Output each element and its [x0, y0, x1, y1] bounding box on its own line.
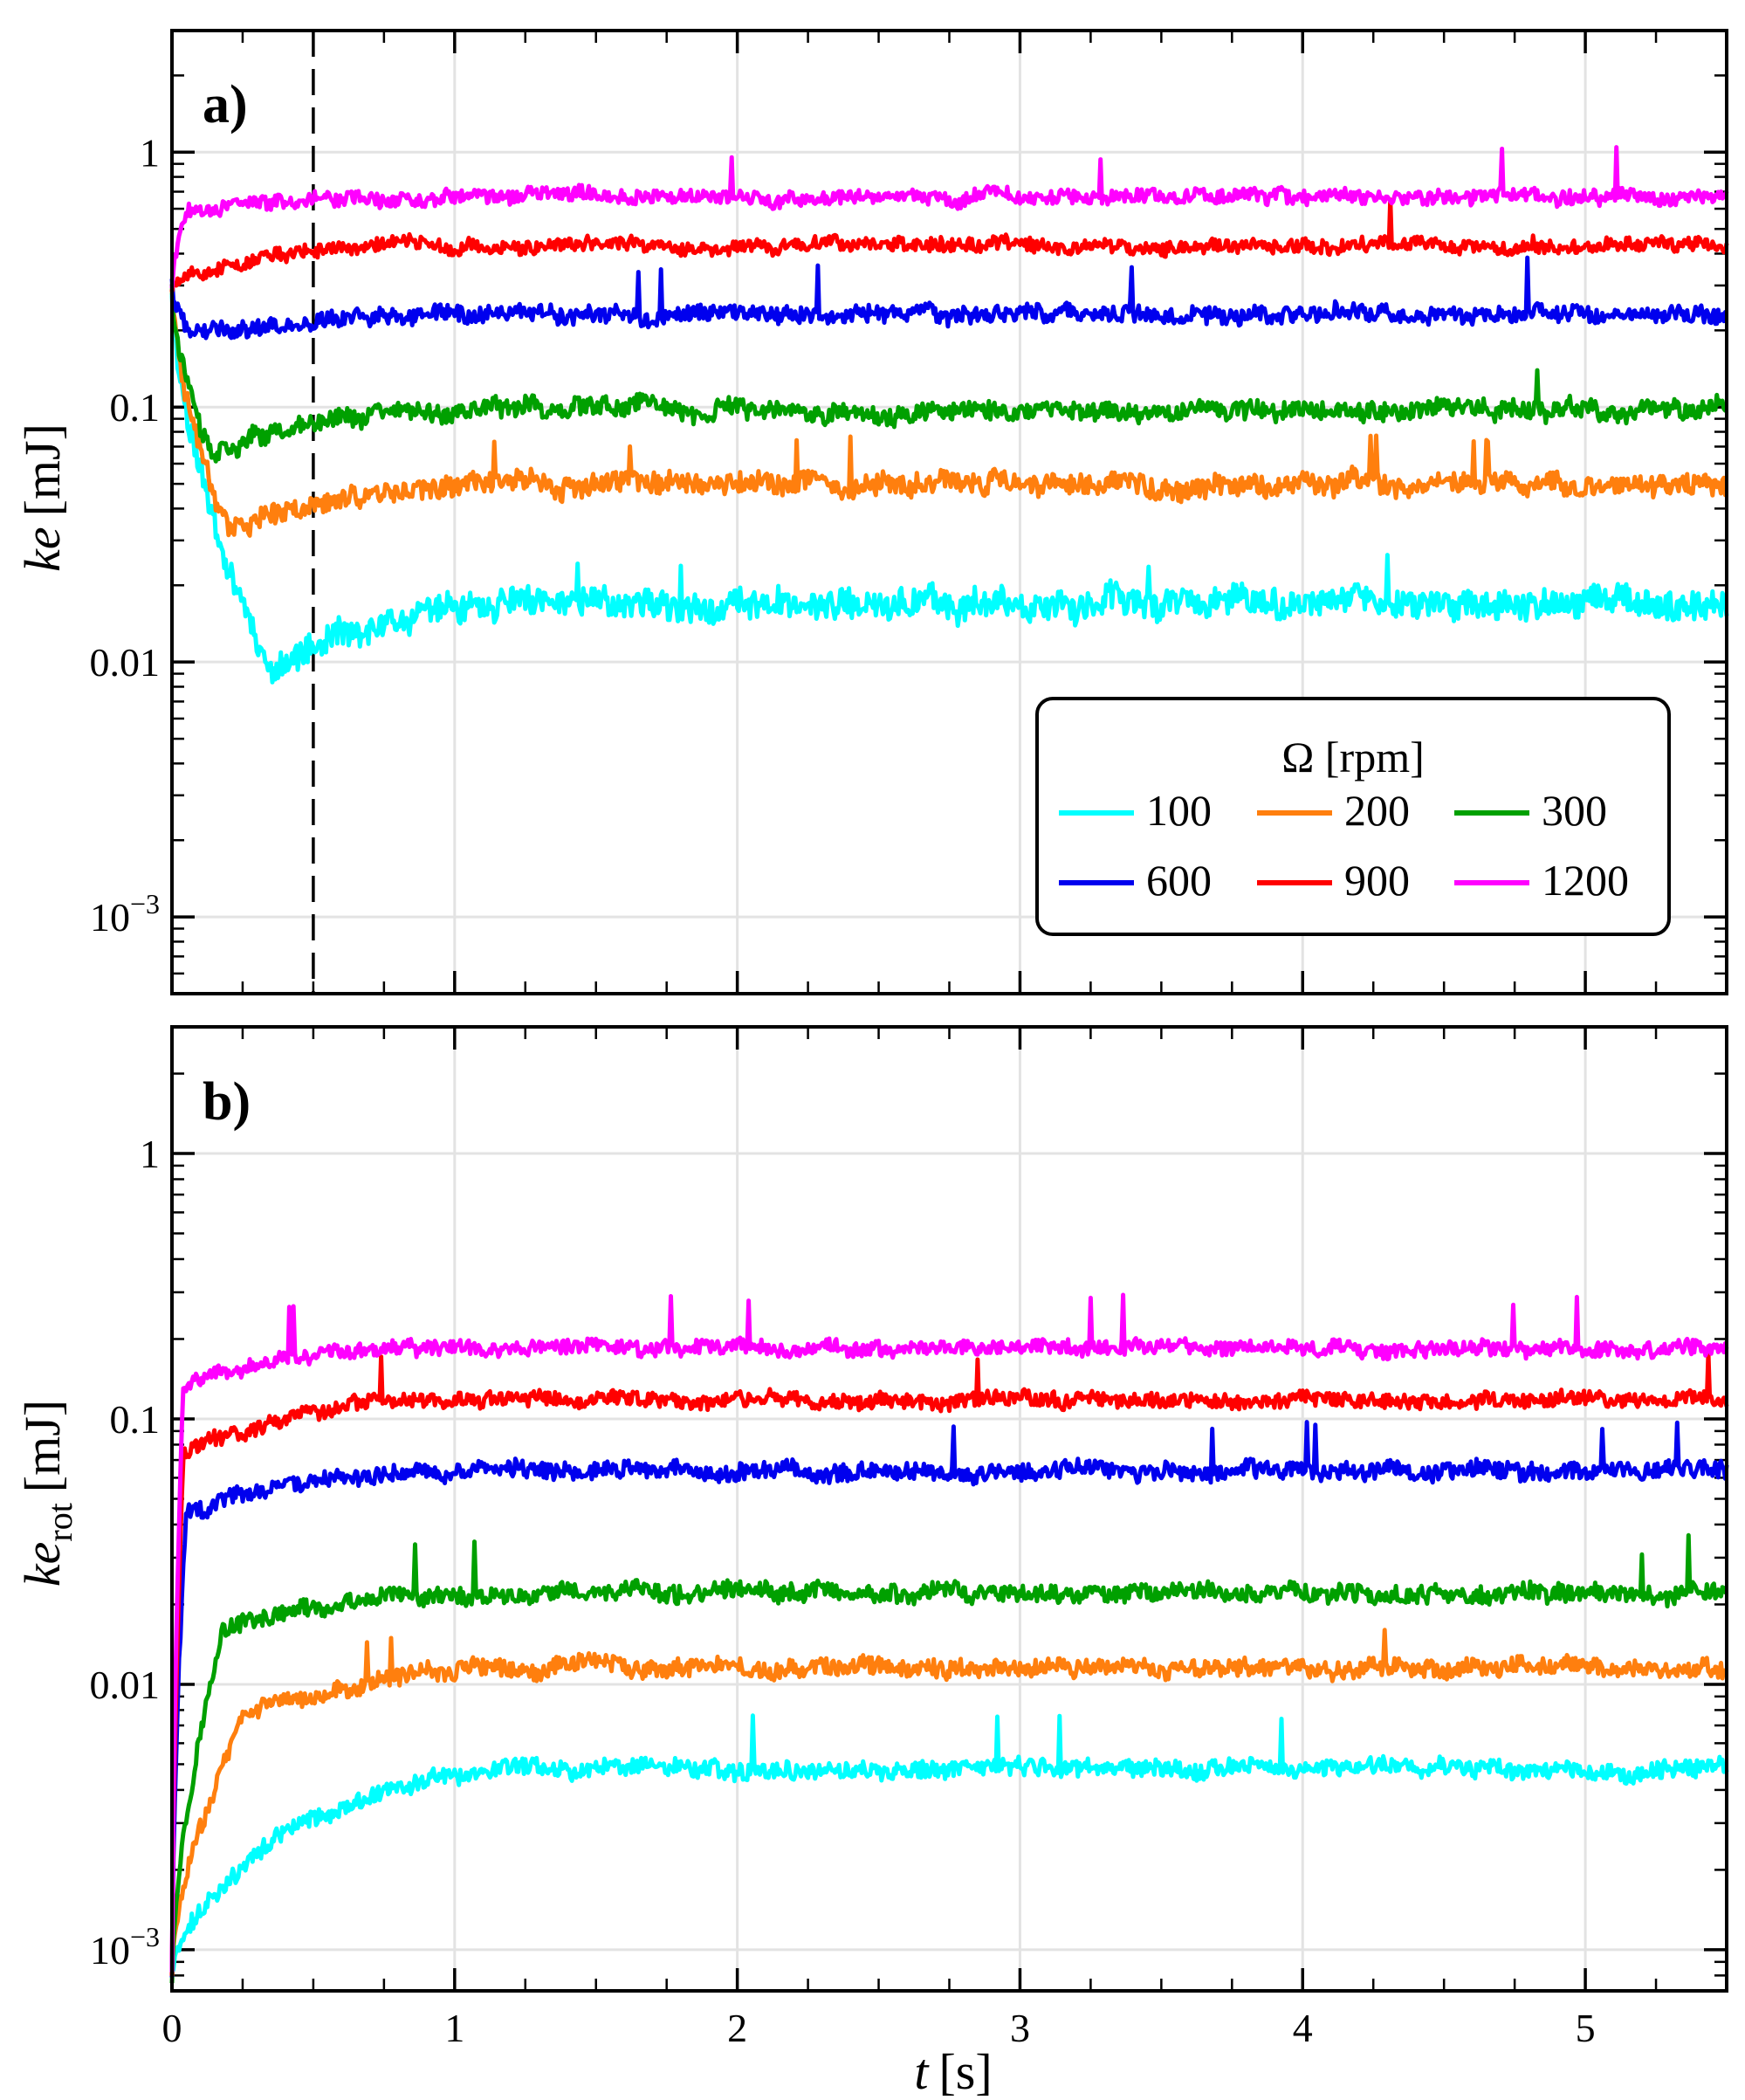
panel-b-y-axis-label: kerot[mJ]	[14, 1400, 79, 1587]
panel-a-series	[169, 145, 1729, 685]
panel-a-label: a)	[203, 75, 248, 134]
x-tick-label: 4	[1293, 2006, 1313, 2050]
series-line-1200	[169, 145, 1729, 289]
series-line-1200	[169, 1292, 1729, 1973]
x-tick-label: 0	[162, 2006, 182, 2050]
panel-b-grid	[170, 1027, 1727, 1991]
y-tick-label: 0.1	[110, 1397, 161, 1442]
panel-a-plot: 10−3 0.01 0.1 1 a) ke[mJ] Ω [rpm] 100 200 300…	[14, 29, 1729, 995]
x-tick-label: 5	[1576, 2006, 1596, 2050]
y-tick-label: 0.01	[90, 640, 161, 685]
series-line-100	[169, 1713, 1729, 1974]
legend-label-1200: 1200	[1542, 856, 1629, 905]
panel-a-minor-ticks	[172, 31, 1727, 994]
y-tick-label: 0.1	[110, 385, 161, 430]
series-line-100	[169, 293, 1729, 685]
series-line-200	[169, 289, 1728, 538]
x-tick-label: 2	[727, 2006, 747, 2050]
legend-label-100: 100	[1146, 786, 1212, 835]
panel-b-x-tick-labels: 0 1 2 3 4 5	[162, 2006, 1596, 2050]
legend-title: Ω [rpm]	[1281, 733, 1425, 781]
series-line-200	[169, 1628, 1728, 1972]
legend-label-900: 900	[1344, 856, 1410, 905]
series-line-900	[169, 197, 1729, 293]
y-tick-label: 10−3	[90, 888, 160, 940]
panel-b-y-tick-labels: 10−3 0.01 0.1 1	[90, 1132, 161, 1973]
x-tick-label: 1	[444, 2006, 464, 2050]
panel-b-minor-ticks	[172, 1027, 1727, 1991]
legend-label-300: 300	[1542, 786, 1607, 835]
legend-label-200: 200	[1344, 786, 1410, 835]
panel-b-series	[169, 1292, 1729, 1984]
panel-a-y-axis-label: ke[mJ]	[14, 423, 71, 572]
series-line-600	[169, 255, 1728, 341]
y-tick-label: 1	[140, 130, 160, 175]
panel-a-frame	[170, 29, 1728, 995]
panel-b-label: b)	[203, 1072, 251, 1132]
legend: Ω [rpm] 100 200 300 600 900 1200	[1035, 697, 1671, 936]
y-tick-label: 0.01	[90, 1663, 161, 1707]
x-axis-label: t [s]	[914, 2043, 992, 2100]
series-line-300	[169, 1532, 1728, 1984]
series-line-900	[169, 1351, 1729, 1976]
panel-b-frame	[170, 1025, 1728, 1993]
series-line-300	[169, 284, 1728, 464]
series-line-600	[169, 1420, 1729, 1978]
legend-entries: 100 200 300 600 900 1200	[1059, 786, 1629, 905]
y-tick-label: 1	[140, 1132, 160, 1176]
y-tick-label: 10−3	[90, 1921, 160, 1973]
legend-label-600: 600	[1146, 856, 1212, 905]
legend-box	[1035, 697, 1671, 936]
x-tick-label: 3	[1010, 2006, 1030, 2050]
panel-b-major-ticks	[170, 1027, 1727, 1991]
panel-b-plot: 10−3 0.01 0.1 1 0 1 2 3 4 5 b) kerot[mJ] t [s]	[14, 1025, 1729, 2100]
panel-a-y-tick-labels: 10−3 0.01 0.1 1	[90, 130, 161, 940]
